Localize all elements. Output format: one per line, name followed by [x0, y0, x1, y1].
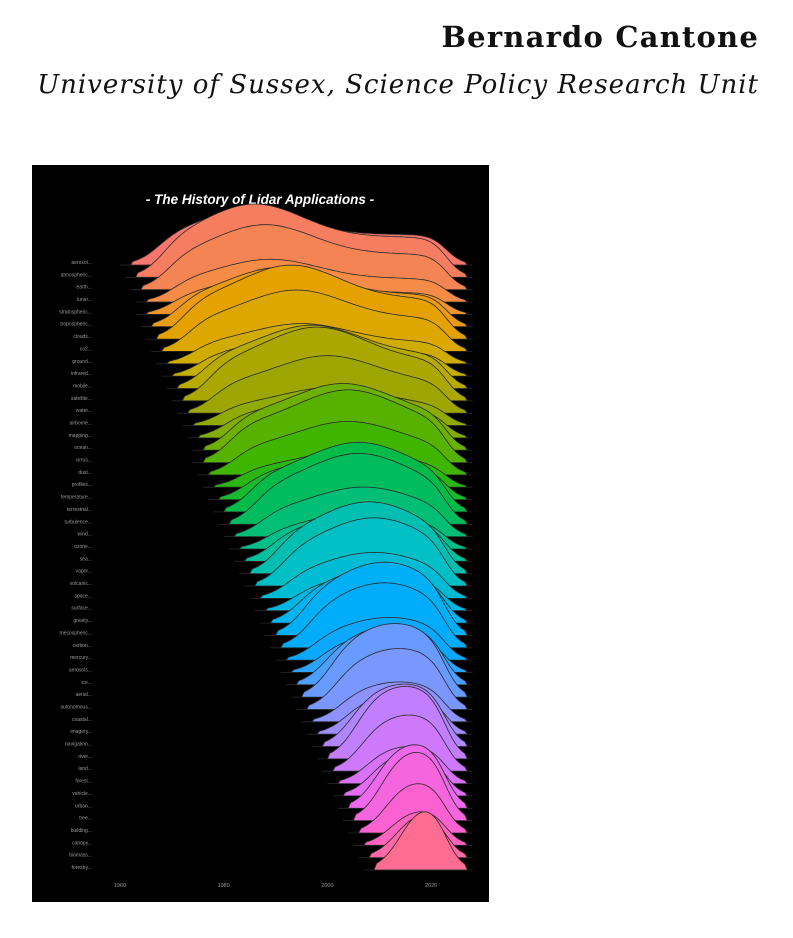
category-label: ground... — [72, 359, 92, 365]
category-label: infrared... — [71, 371, 92, 377]
category-label: satellite... — [71, 396, 92, 402]
category-label: building... — [71, 828, 92, 834]
category-label: tropospheric... — [60, 322, 92, 328]
category-label: co2... — [80, 346, 92, 352]
category-label: forest... — [75, 779, 92, 785]
category-label: carbon... — [73, 643, 92, 649]
category-label: land... — [78, 766, 92, 772]
category-label: river... — [78, 754, 92, 760]
category-label: space... — [74, 593, 92, 599]
category-label: canopy... — [72, 840, 92, 846]
category-label: imagery... — [70, 729, 92, 735]
x-tick-label: 1980 — [218, 883, 230, 889]
category-label: coastal... — [72, 717, 92, 723]
category-label: urban... — [75, 803, 92, 809]
category-label: autonomous... — [60, 705, 92, 711]
category-label: forestry... — [72, 865, 92, 871]
category-label: volcanic... — [70, 581, 92, 587]
category-label: turbulence... — [64, 519, 92, 525]
category-label: surface... — [71, 606, 92, 612]
chart-title: - The History of Lidar Applications - — [146, 192, 375, 207]
category-label: profiles... — [72, 482, 92, 488]
x-tick-label: 2020 — [425, 883, 437, 889]
ridgeline-chart: - The History of Lidar Applications - ae… — [32, 165, 489, 902]
category-label: gravity... — [73, 618, 92, 624]
category-label: aerial... — [76, 692, 92, 698]
chart-svg: - The History of Lidar Applications - ae… — [59, 192, 473, 889]
author-name: Bernardo Cantone — [441, 20, 759, 54]
ridge-building — [348, 783, 473, 834]
category-label: temperature... — [61, 495, 92, 501]
ridge-forestry — [363, 811, 473, 871]
category-label: aerosols... — [69, 667, 92, 673]
category-label: terrestrial... — [67, 507, 92, 513]
category-label: sea... — [80, 556, 92, 562]
category-label: biomass... — [69, 853, 92, 859]
category-label: mobile... — [73, 384, 92, 390]
ridges — [120, 203, 473, 871]
category-label: earth... — [76, 285, 92, 291]
category-label: ozone... — [74, 544, 92, 550]
category-label: vapor... — [76, 569, 92, 575]
category-label: stratospheric... — [59, 309, 92, 315]
category-label: tree... — [79, 816, 92, 822]
category-label: vehicle... — [72, 791, 92, 797]
category-label: mercury... — [70, 655, 92, 661]
category-label: atmospheric... — [61, 272, 92, 278]
category-label: wind... — [78, 532, 92, 538]
category-label: ice... — [81, 680, 92, 686]
category-label: dust... — [78, 470, 92, 476]
category-label: mapping... — [69, 433, 92, 439]
category-label: lunar... — [77, 297, 92, 303]
category-label: navigation... — [65, 742, 92, 748]
x-axis: 1960 1980 2000 2020 — [114, 883, 437, 889]
category-label: mesospheric... — [59, 630, 92, 636]
category-labels: aerosol... atmospheric... earth... lunar...… — [59, 260, 92, 871]
author-affiliation: University of Sussex, Science Policy Res… — [37, 70, 759, 100]
category-label: ocean... — [74, 445, 92, 451]
x-tick-label: 1960 — [114, 883, 126, 889]
category-label: clouds... — [73, 334, 92, 340]
category-label: airborne... — [69, 421, 92, 427]
category-label: aerosol... — [71, 260, 92, 266]
x-tick-label: 2000 — [321, 883, 333, 889]
category-label: water... — [76, 408, 92, 414]
category-label: cirrus... — [76, 458, 92, 464]
